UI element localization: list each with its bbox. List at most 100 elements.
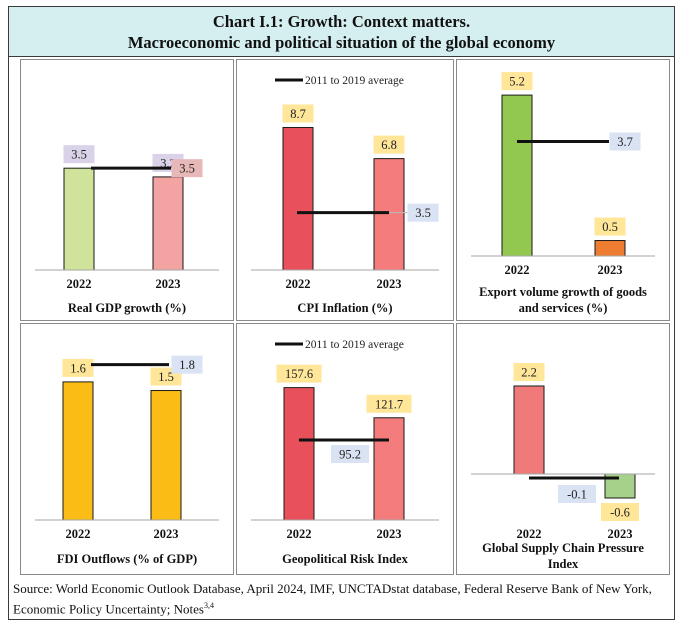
value-label-2023: 121.7 <box>366 394 412 413</box>
average-label-text: 3.5 <box>179 162 195 176</box>
value-label-2022-box <box>276 364 322 383</box>
bar-2022 <box>62 381 94 521</box>
chart-title-line: CPI Inflation (%) <box>297 301 392 315</box>
average-label-text: -0.1 <box>567 488 587 502</box>
category-label-2023: 2023 <box>598 263 623 277</box>
average-label-box <box>558 485 596 503</box>
chart-header: Chart I.1: Growth: Context matters. Macr… <box>9 7 674 57</box>
category-label-2022: 2022 <box>66 527 91 541</box>
value-label-2022-box <box>62 358 94 377</box>
category-label-2023: 2023 <box>154 527 179 541</box>
bar-2023 <box>152 176 184 271</box>
bar-2023 <box>373 417 405 521</box>
bar-2023 <box>150 390 182 521</box>
bar-2022 <box>283 387 315 521</box>
value-label-2022-text: 2.2 <box>521 366 537 380</box>
category-label-2023: 2023 <box>156 277 181 291</box>
chart-title-line: FDI Outflows (% of GDP) <box>57 552 197 566</box>
value-label-2022-box <box>501 72 533 91</box>
bar-2022 <box>282 126 314 271</box>
category-label-2022: 2022 <box>67 277 92 291</box>
chart-title-line: Real GDP growth (%) <box>68 301 186 315</box>
average-label-box <box>331 445 369 464</box>
chart-svg: 157.6 121.7 95.2 2011 to 2019 average 2022 20… <box>251 339 439 566</box>
average-label-box <box>407 203 439 222</box>
source-text: Source: World Economic Outlook Database,… <box>13 581 652 617</box>
value-label-2022: 2.2 <box>513 363 545 381</box>
chart-main-title: Chart I.1: Growth: Context matters. <box>212 12 471 31</box>
average-label: -0.1 <box>558 485 596 503</box>
chart-svg: 5.2 0.5 3.7 2022 2023 Export volume growth of… <box>471 72 655 315</box>
chart-svg: 1.6 1.5 1.8 2022 2023 FDI Outflows (% of GDP) <box>35 355 219 566</box>
panel-cpi-inflation: 8.7 6.8 3.5 2011 to 2019 average 2022 2023 CPI… <box>236 59 454 321</box>
average-label: 3.5 <box>171 159 203 178</box>
chart-title-line: and services (%) <box>519 301 608 315</box>
value-label-2022: 5.2 <box>501 72 533 91</box>
value-label-2023: -0.6 <box>601 503 639 521</box>
panel-fdi-outflows: 1.6 1.5 1.8 2022 2023 FDI Outflows (% of GDP) <box>20 323 234 575</box>
value-label-2022-box <box>282 104 314 123</box>
average-label: 3.7 <box>609 132 641 151</box>
value-label-2022: 3.5 <box>63 145 95 164</box>
category-label-2023: 2023 <box>608 527 633 541</box>
category-label-2022: 2022 <box>287 527 312 541</box>
bar-2022 <box>513 385 545 475</box>
category-label-2022: 2022 <box>517 527 542 541</box>
value-label-2023-text: 1.5 <box>158 370 174 384</box>
category-label-2023: 2023 <box>377 277 402 291</box>
category-label-2022: 2022 <box>505 263 530 277</box>
chart-subtitle: Macroeconomic and political situation of… <box>127 33 556 52</box>
panel-global-supply-chain-pressure-index: 2.2 -0.6 -0.1 2022 2023 Global Supply Chain P… <box>456 323 670 575</box>
value-label-2022: 157.6 <box>276 364 322 383</box>
value-label-2022: 8.7 <box>282 104 314 123</box>
chart-title-line: Index <box>548 557 579 571</box>
chart-title-line: Global Supply Chain Pressure <box>482 541 644 555</box>
average-label-text: 3.5 <box>415 206 431 220</box>
value-label-2023: 0.5 <box>594 217 626 236</box>
bar-2023 <box>373 158 405 271</box>
chart-title-line: Geopolitical Risk Index <box>282 552 408 566</box>
value-label-2023: 6.8 <box>373 135 405 154</box>
value-label-2022-box <box>513 363 545 381</box>
average-label: 95.2 <box>331 445 369 464</box>
panel-export-volume-growth: 5.2 0.5 3.7 2022 2023 Export volume growth of… <box>456 59 670 321</box>
category-label-2022: 2022 <box>286 277 311 291</box>
value-label-2023-text: 6.8 <box>381 138 397 152</box>
average-label-text: 1.8 <box>179 358 195 372</box>
average-label-text: 95.2 <box>339 448 361 462</box>
average-label: 3.5 <box>407 203 439 222</box>
value-label-2023-box <box>594 217 626 236</box>
value-label-2023-text: 121.7 <box>375 397 403 411</box>
average-label-text: 3.7 <box>617 135 633 149</box>
average-label-box <box>171 355 203 374</box>
bar-2023 <box>594 240 626 257</box>
panel-real-gdp-growth: 3.5 3.2 3.5 2022 2023 Real GDP growth (%) <box>20 59 234 321</box>
bar-2022 <box>63 167 95 271</box>
chart-svg: 8.7 6.8 3.5 2011 to 2019 average 2022 2023 CPI… <box>251 75 439 315</box>
source-note: Source: World Economic Outlook Database,… <box>13 580 671 617</box>
value-label-2022-text: 1.6 <box>70 361 86 375</box>
average-label-box <box>609 132 641 151</box>
value-label-2023-box <box>601 503 639 521</box>
value-label-2023-text: -0.6 <box>610 506 630 520</box>
category-label-2023: 2023 <box>377 527 402 541</box>
value-label-2022-text: 3.5 <box>71 148 87 162</box>
value-label-2022-box <box>63 145 95 164</box>
value-label-2022-text: 8.7 <box>290 107 306 121</box>
value-label-2022: 1.6 <box>62 358 94 377</box>
value-label-2022-text: 157.6 <box>285 367 313 381</box>
source-notes-superscript: 3,4 <box>203 601 214 610</box>
average-label-box <box>171 159 203 178</box>
value-label-2023-text: 0.5 <box>602 220 618 234</box>
chart-title-line: Export volume growth of goods <box>479 285 647 299</box>
legend-label: 2011 to 2019 average <box>305 75 404 87</box>
bar-2022 <box>501 94 533 257</box>
value-label-2022-text: 5.2 <box>509 75 525 89</box>
chart-frame: Chart I.1: Growth: Context matters. Macr… <box>8 6 675 620</box>
value-label-2023-box <box>373 135 405 154</box>
value-label-2023-box <box>366 394 412 413</box>
legend-label: 2011 to 2019 average <box>305 339 404 351</box>
average-label: 1.8 <box>171 355 203 374</box>
